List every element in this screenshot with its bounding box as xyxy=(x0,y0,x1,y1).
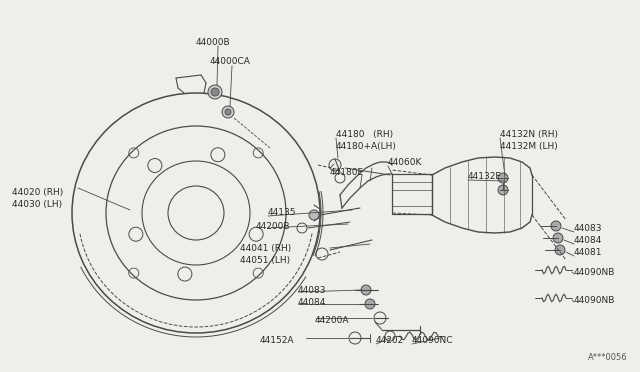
Circle shape xyxy=(211,88,219,96)
Text: 44083: 44083 xyxy=(298,286,326,295)
Text: 44135: 44135 xyxy=(268,208,296,217)
Text: 44132E: 44132E xyxy=(468,172,502,181)
Text: 44090NB: 44090NB xyxy=(574,268,616,277)
Text: 44180+A(LH): 44180+A(LH) xyxy=(336,142,397,151)
Circle shape xyxy=(498,173,508,183)
Text: 44152A: 44152A xyxy=(260,336,294,345)
Text: 44081: 44081 xyxy=(574,248,602,257)
Text: 44200A: 44200A xyxy=(315,316,349,325)
Bar xyxy=(392,174,432,214)
Text: 44000CA: 44000CA xyxy=(210,57,251,66)
Text: 44083: 44083 xyxy=(574,224,602,233)
Circle shape xyxy=(225,109,231,115)
Circle shape xyxy=(551,221,561,231)
Text: 44084: 44084 xyxy=(298,298,326,307)
Circle shape xyxy=(309,210,319,220)
Text: 44180E: 44180E xyxy=(330,168,364,177)
Text: 44041 (RH): 44041 (RH) xyxy=(240,244,291,253)
Circle shape xyxy=(208,85,222,99)
Circle shape xyxy=(222,106,234,118)
Text: 44180   (RH): 44180 (RH) xyxy=(336,130,393,139)
Text: 44132M (LH): 44132M (LH) xyxy=(500,142,557,151)
Text: 44090NC: 44090NC xyxy=(412,336,454,345)
Text: 44084: 44084 xyxy=(574,236,602,245)
Text: 44000B: 44000B xyxy=(196,38,230,47)
Text: 44051 (LH): 44051 (LH) xyxy=(240,256,290,265)
Circle shape xyxy=(498,185,508,195)
Text: 44020 (RH): 44020 (RH) xyxy=(12,188,63,197)
Circle shape xyxy=(553,233,563,243)
Text: 44030 (LH): 44030 (LH) xyxy=(12,200,62,209)
Circle shape xyxy=(365,299,375,309)
Text: 44202: 44202 xyxy=(376,336,404,345)
Text: 44090NB: 44090NB xyxy=(574,296,616,305)
Circle shape xyxy=(555,245,565,255)
Text: 44132N (RH): 44132N (RH) xyxy=(500,130,558,139)
Circle shape xyxy=(361,285,371,295)
Text: A***0056: A***0056 xyxy=(588,353,628,362)
Text: 44200B: 44200B xyxy=(256,222,291,231)
Text: 44060K: 44060K xyxy=(388,158,422,167)
